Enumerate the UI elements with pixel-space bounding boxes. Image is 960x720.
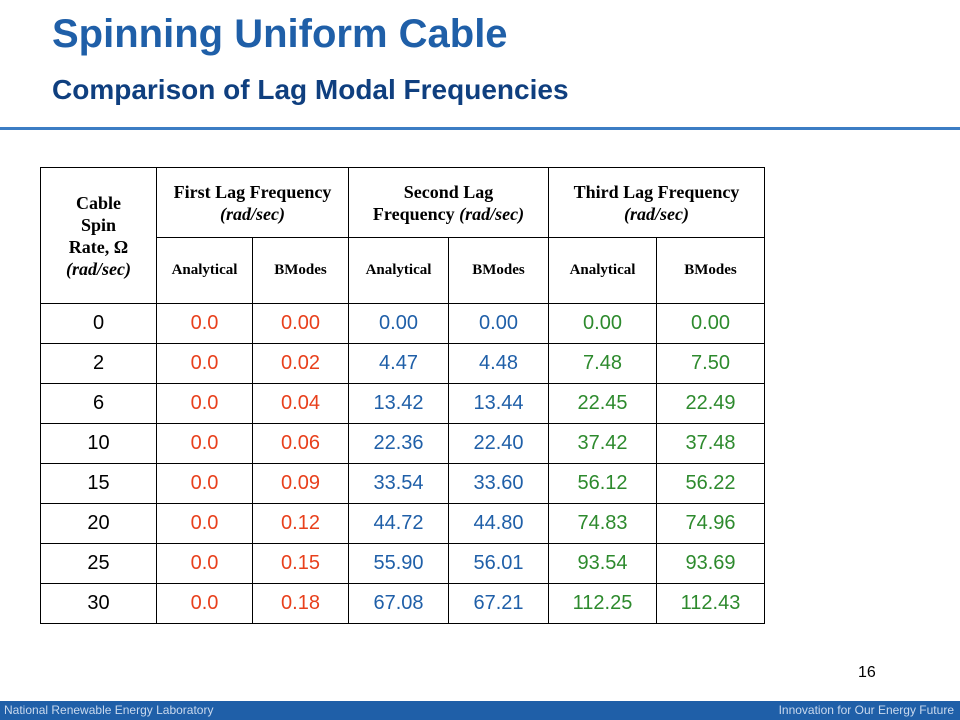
footer-bar: National Renewable Energy Laboratory Inn… — [0, 701, 960, 720]
frequency-cell: 37.48 — [656, 423, 765, 464]
title-divider — [0, 127, 960, 130]
frequency-cell: 56.01 — [448, 543, 549, 584]
slide-title: Spinning Uniform Cable — [52, 12, 508, 56]
table-row: 20 0.0 0.12 44.72 44.80 74.83 74.96 — [40, 503, 765, 544]
frequency-cell: 0.18 — [252, 583, 349, 624]
frequency-cell: 33.54 — [348, 463, 449, 504]
frequency-cell: 4.47 — [348, 343, 449, 384]
frequency-cell: 0.0 — [156, 543, 253, 584]
slide-subtitle: Comparison of Lag Modal Frequencies — [52, 74, 569, 105]
frequency-cell: 7.48 — [548, 343, 657, 384]
spin-rate-cell: 6 — [40, 383, 157, 424]
frequency-cell: 44.80 — [448, 503, 549, 544]
frequency-cell: 0.06 — [252, 423, 349, 464]
frequency-cell: 74.83 — [548, 503, 657, 544]
footer-organization: National Renewable Energy Laboratory — [4, 703, 214, 717]
frequency-cell: 4.48 — [448, 343, 549, 384]
frequency-cell: 0.00 — [448, 303, 549, 344]
subheader-cell: Analytical — [156, 237, 253, 304]
frequency-cell: 0.0 — [156, 503, 253, 544]
subheader-cell: BModes — [656, 237, 765, 304]
frequency-cell: 112.43 — [656, 583, 765, 624]
table-row: 25 0.0 0.15 55.90 56.01 93.54 93.69 — [40, 543, 765, 584]
frequency-cell: 22.36 — [348, 423, 449, 464]
frequency-cell: 56.12 — [548, 463, 657, 504]
frequency-cell: 13.44 — [448, 383, 549, 424]
spin-rate-cell: 15 — [40, 463, 157, 504]
frequency-cell: 55.90 — [348, 543, 449, 584]
subheader-cell: BModes — [252, 237, 349, 304]
spin-rate-cell: 2 — [40, 343, 157, 384]
spin-rate-cell: 30 — [40, 583, 157, 624]
frequency-cell: 7.50 — [656, 343, 765, 384]
frequency-cell: 0.0 — [156, 463, 253, 504]
frequency-cell: 0.0 — [156, 343, 253, 384]
frequency-cell: 0.0 — [156, 423, 253, 464]
spin-rate-cell: 20 — [40, 503, 157, 544]
frequency-cell: 0.12 — [252, 503, 349, 544]
frequency-cell: 22.40 — [448, 423, 549, 464]
spin-rate-cell: 0 — [40, 303, 157, 344]
frequency-cell: 93.54 — [548, 543, 657, 584]
frequency-cell: 22.49 — [656, 383, 765, 424]
header-second-lag: Second Lag Frequency (rad/sec) — [348, 167, 549, 238]
header-first-lag: First Lag Frequency (rad/sec) — [156, 167, 349, 238]
frequency-cell: 0.0 — [156, 583, 253, 624]
frequency-cell: 0.04 — [252, 383, 349, 424]
table-subheader-row: Analytical BModes Analytical BModes Anal… — [41, 237, 765, 304]
table-row: 10 0.0 0.06 22.36 22.40 37.42 37.48 — [40, 423, 765, 464]
frequency-cell: 44.72 — [348, 503, 449, 544]
table-row: 30 0.0 0.18 67.08 67.21 112.25 112.43 — [40, 583, 765, 624]
table-body: 0 0.0 0.00 0.00 0.00 0.00 0.00 2 0.0 0.02 4.47 4.48… — [40, 303, 765, 624]
frequency-cell: 0.0 — [156, 303, 253, 344]
lag-frequency-table: Cable Spin Rate, Ω (rad/sec) First Lag F… — [40, 167, 765, 624]
table-row: 0 0.0 0.00 0.00 0.00 0.00 0.00 — [40, 303, 765, 344]
frequency-cell: 13.42 — [348, 383, 449, 424]
frequency-cell: 93.69 — [656, 543, 765, 584]
table-row: 6 0.0 0.04 13.42 13.44 22.45 22.49 — [40, 383, 765, 424]
frequency-cell: 0.00 — [252, 303, 349, 344]
table-header-row: Cable Spin Rate, Ω (rad/sec) First Lag F… — [40, 167, 765, 304]
frequency-cell: 0.00 — [348, 303, 449, 344]
table-row: 15 0.0 0.09 33.54 33.60 56.12 56.22 — [40, 463, 765, 504]
frequency-cell: 0.00 — [656, 303, 765, 344]
frequency-cell: 67.21 — [448, 583, 549, 624]
frequency-cell: 0.0 — [156, 383, 253, 424]
subheader-cell: Analytical — [348, 237, 449, 304]
frequency-cell: 0.09 — [252, 463, 349, 504]
frequency-cell: 33.60 — [448, 463, 549, 504]
frequency-cell: 67.08 — [348, 583, 449, 624]
frequency-cell: 112.25 — [548, 583, 657, 624]
spin-rate-cell: 25 — [40, 543, 157, 584]
frequency-cell: 0.00 — [548, 303, 657, 344]
subheader-cell: BModes — [448, 237, 549, 304]
header-third-lag: Third Lag Frequency (rad/sec) — [548, 167, 765, 238]
frequency-cell: 74.96 — [656, 503, 765, 544]
header-spin-rate: Cable Spin Rate, Ω (rad/sec) — [40, 167, 157, 304]
table-row: 2 0.0 0.02 4.47 4.48 7.48 7.50 — [40, 343, 765, 384]
frequency-cell: 0.15 — [252, 543, 349, 584]
footer-tagline: Innovation for Our Energy Future — [778, 703, 954, 717]
spin-rate-cell: 10 — [40, 423, 157, 464]
frequency-cell: 0.02 — [252, 343, 349, 384]
page-number: 16 — [858, 664, 876, 681]
frequency-cell: 22.45 — [548, 383, 657, 424]
frequency-cell: 37.42 — [548, 423, 657, 464]
frequency-cell: 56.22 — [656, 463, 765, 504]
subheader-cell: Analytical — [548, 237, 657, 304]
